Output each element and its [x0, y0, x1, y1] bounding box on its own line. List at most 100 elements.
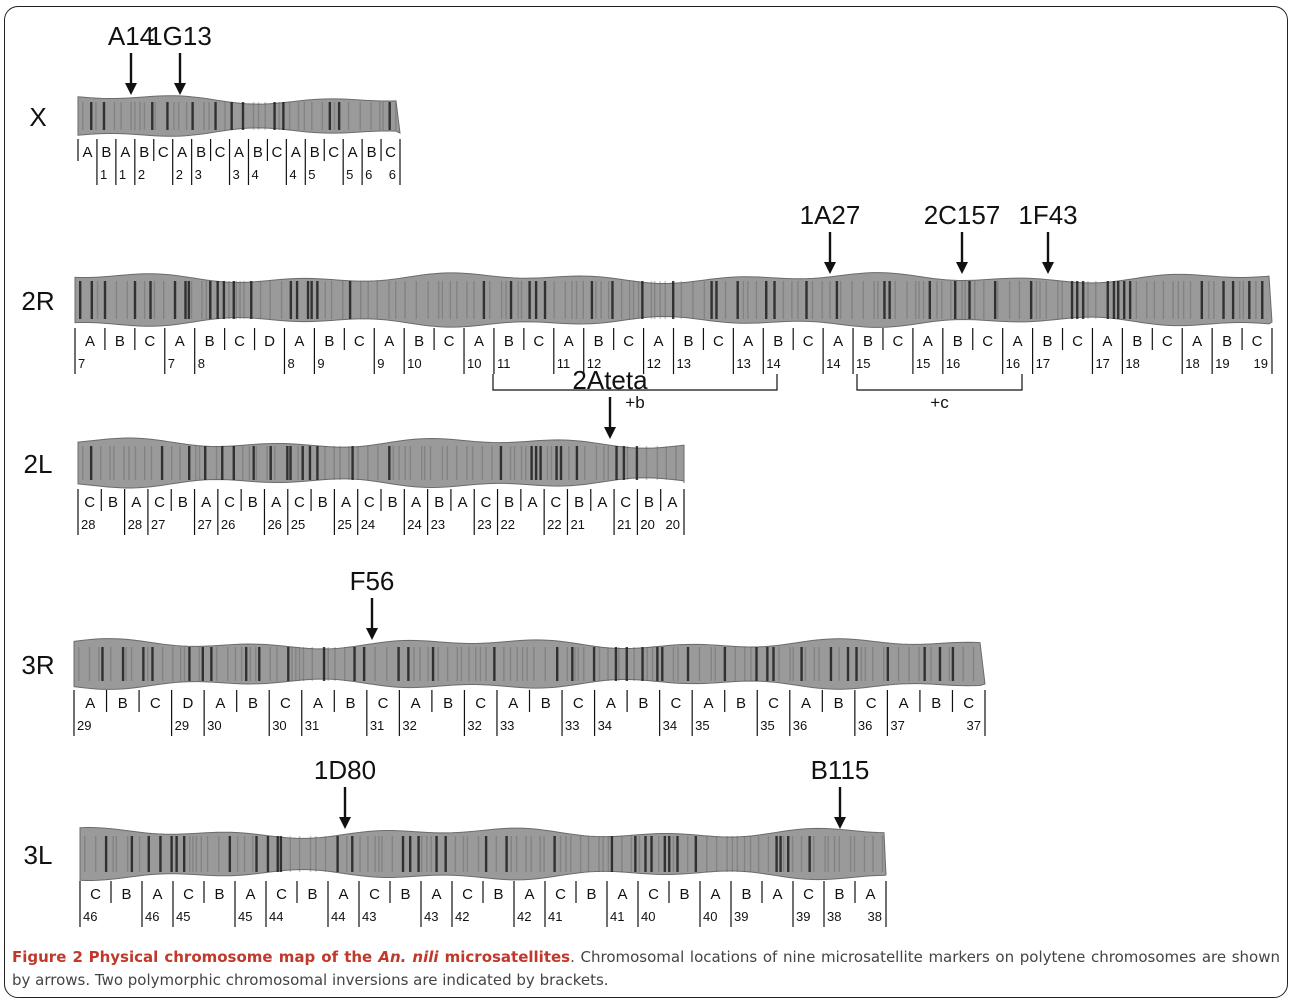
- division-number: 6: [365, 167, 372, 182]
- chromosome-band: [1081, 281, 1085, 319]
- chromosome-3r: 3R A 29 B C D 29 A 30 B C 30 A 31 B C 31 A 32 B C 32 A 33 B C 33 A 3…: [21, 566, 986, 736]
- chromosome-band: [818, 647, 820, 681]
- subdivision-letter: B: [318, 494, 328, 511]
- chromosome-band: [493, 647, 496, 681]
- subdivision-letter: A: [564, 333, 574, 350]
- chromosome-band: [239, 281, 241, 319]
- division-number: 29: [175, 718, 189, 733]
- chromosome-band: [1076, 281, 1079, 319]
- chromosome-band: [162, 281, 165, 319]
- marker-arrowhead: [366, 628, 378, 640]
- subdivision-letter: B: [178, 494, 188, 511]
- chromosome-band: [706, 836, 708, 872]
- chromosome-band: [517, 281, 519, 319]
- subdivision-letter: C: [533, 333, 544, 350]
- chromosome-band: [665, 446, 667, 480]
- chromosome-band: [539, 836, 541, 872]
- division-number: 1: [119, 167, 126, 182]
- chromosome-band: [888, 281, 891, 319]
- subdivision-letter: A: [411, 494, 421, 511]
- chromosome-band: [829, 647, 833, 681]
- marker-arrowhead: [834, 817, 846, 829]
- chromosome-band: [633, 647, 635, 681]
- chromosome-name: 2L: [24, 449, 53, 479]
- chromosome-band: [744, 647, 746, 681]
- chromosome-band: [743, 836, 746, 872]
- subdivision-letter: B: [741, 886, 751, 903]
- chromosome-band: [210, 647, 213, 681]
- subdivision-letter: A: [508, 695, 518, 712]
- chromosome-band: [295, 647, 297, 681]
- chromosome-band: [333, 102, 336, 130]
- chromosome-band: [351, 836, 354, 872]
- division-number: 30: [272, 718, 286, 733]
- chromosome-band: [1029, 281, 1033, 319]
- chromosome-band: [160, 446, 164, 480]
- chromosome-band: [367, 836, 369, 872]
- chromosome-band: [574, 647, 576, 681]
- chromosome-band: [808, 836, 811, 872]
- chromosome-band: [336, 836, 339, 872]
- chromosome-band: [353, 647, 356, 681]
- chromosome-band: [287, 647, 290, 681]
- chromosome-band: [286, 446, 289, 480]
- chromosome-band: [962, 647, 964, 681]
- subdivision-letter: A: [667, 494, 677, 511]
- chromosome-band: [185, 102, 188, 130]
- chromosome-band: [855, 647, 858, 681]
- subdivision-letter: C: [623, 333, 634, 350]
- chromosome-band: [187, 281, 191, 319]
- chromosome-band: [182, 836, 186, 872]
- chromosome-band: [598, 836, 600, 872]
- chromosome-band: [466, 281, 468, 319]
- chromosome-band: [236, 836, 239, 872]
- chromosome-band: [184, 281, 187, 319]
- division-number: 1: [100, 167, 107, 182]
- chromosome-band: [622, 446, 626, 480]
- division-number: 12: [647, 356, 661, 371]
- chromosome-band: [227, 647, 229, 681]
- marker-label: F56: [350, 566, 395, 596]
- division-number: 33: [565, 718, 579, 733]
- chromosome-band: [544, 647, 547, 681]
- subdivision-letter: C: [480, 494, 491, 511]
- division-number: 40: [703, 909, 717, 924]
- chromosome-band: [698, 647, 701, 681]
- subdivision-letter: B: [863, 333, 873, 350]
- subdivision-letter: B: [196, 144, 206, 161]
- chromosome-band: [215, 647, 218, 681]
- subdivision-letter: A: [654, 333, 664, 350]
- chromosome-band: [456, 647, 458, 681]
- chromosome-band: [637, 281, 640, 319]
- chromosome-band: [128, 446, 130, 480]
- division-number: 7: [78, 356, 85, 371]
- chromosome-band: [228, 836, 232, 872]
- chromosome-band: [427, 647, 429, 681]
- chromosome-band: [767, 836, 770, 872]
- chromosome-band: [170, 836, 173, 872]
- subdivision-letter: B: [679, 886, 689, 903]
- subdivision-letter: C: [276, 886, 287, 903]
- chromosome-band: [391, 836, 394, 872]
- chromosome-band: [301, 446, 304, 480]
- chromosome-band: [424, 446, 426, 480]
- chromosome-band: [513, 446, 516, 480]
- chromosome-band: [189, 836, 191, 872]
- chromosome-band: [177, 102, 180, 130]
- chromosome-band: [115, 836, 118, 872]
- chromosome-band: [883, 281, 886, 319]
- chromosome-band: [125, 647, 127, 681]
- chromosome-band: [1112, 281, 1116, 319]
- chromosome-band: [298, 836, 301, 872]
- chromosome-band: [322, 647, 326, 681]
- chromosome-band: [321, 102, 324, 130]
- chromosome-band: [634, 836, 637, 872]
- subdivision-letter: C: [234, 333, 245, 350]
- chromosome-band: [235, 281, 237, 319]
- chromosome-band: [455, 446, 458, 480]
- chromosome-band: [1162, 281, 1165, 319]
- marker-arrowhead: [604, 427, 616, 439]
- chromosome-band: [620, 281, 623, 319]
- chromosome-band: [1242, 281, 1244, 319]
